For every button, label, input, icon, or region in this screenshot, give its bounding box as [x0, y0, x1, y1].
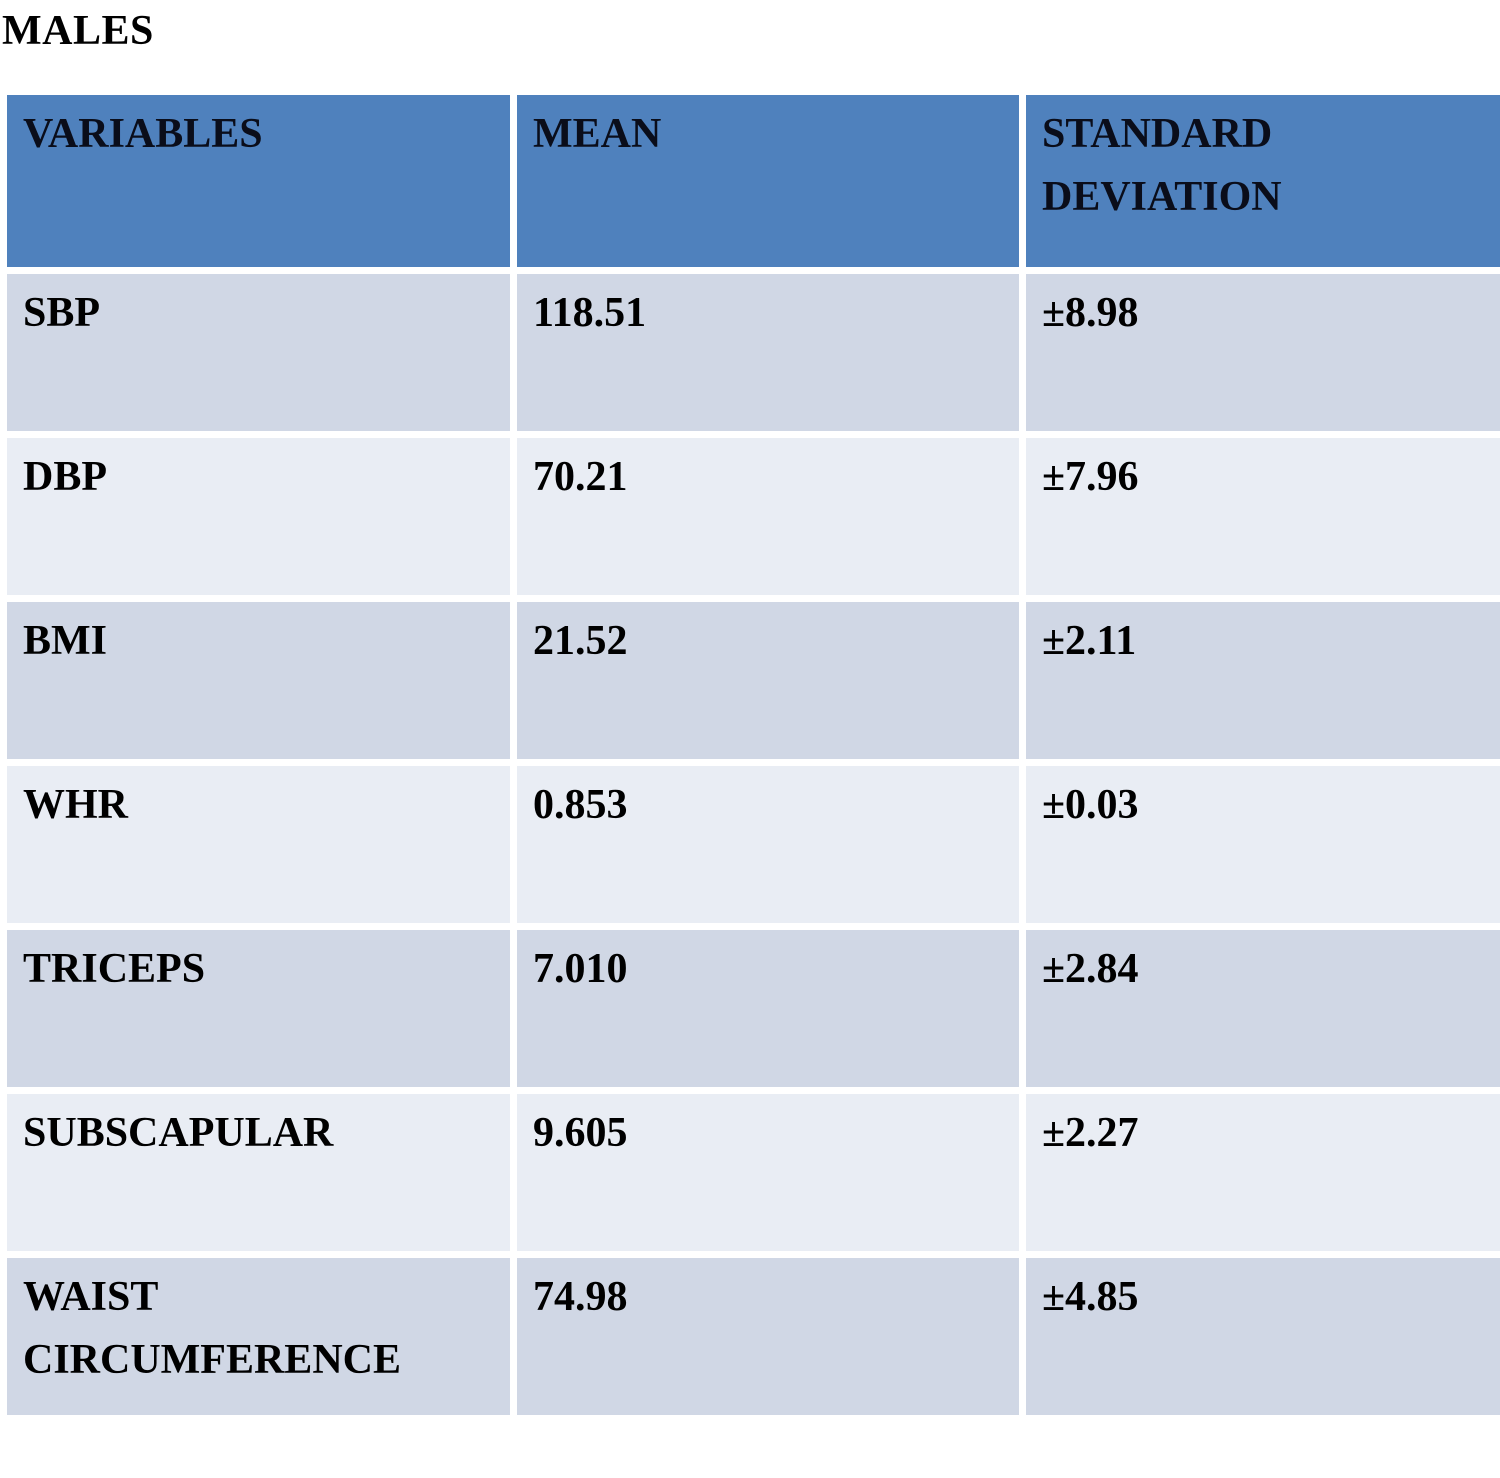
cell-mean: 9.605: [517, 1094, 1019, 1251]
cell-mean: 7.010: [517, 930, 1019, 1087]
table-header: VARIABLES MEAN STANDARD DEVIATION: [7, 95, 1500, 267]
table-body: SBP 118.51 ±8.98 DBP 70.21 ±7.96 BMI 21.…: [7, 274, 1500, 1415]
cell-mean: 70.21: [517, 438, 1019, 595]
cell-mean: 118.51: [517, 274, 1019, 431]
cell-variable: WAIST CIRCUMFERENCE: [7, 1258, 510, 1415]
cell-variable: BMI: [7, 602, 510, 759]
cell-mean: 21.52: [517, 602, 1019, 759]
cell-mean: 74.98: [517, 1258, 1019, 1415]
cell-standard-deviation: ±2.11: [1026, 602, 1500, 759]
header-row: VARIABLES MEAN STANDARD DEVIATION: [7, 95, 1500, 267]
cell-standard-deviation: ±7.96: [1026, 438, 1500, 595]
cell-standard-deviation: ±0.03: [1026, 766, 1500, 923]
table-row: SUBSCAPULAR 9.605 ±2.27: [7, 1094, 1500, 1251]
cell-variable: DBP: [7, 438, 510, 595]
column-header-variables: VARIABLES: [7, 95, 510, 267]
cell-mean: 0.853: [517, 766, 1019, 923]
cell-variable: TRICEPS: [7, 930, 510, 1087]
cell-standard-deviation: ±2.27: [1026, 1094, 1500, 1251]
table-row: BMI 21.52 ±2.11: [7, 602, 1500, 759]
table-row: SBP 118.51 ±8.98: [7, 274, 1500, 431]
page-title: MALES: [2, 8, 154, 54]
cell-standard-deviation: ±8.98: [1026, 274, 1500, 431]
cell-standard-deviation: ±2.84: [1026, 930, 1500, 1087]
males-statistics-table: VARIABLES MEAN STANDARD DEVIATION SBP 11…: [0, 88, 1500, 1422]
cell-variable: SBP: [7, 274, 510, 431]
column-header-standard-deviation: STANDARD DEVIATION: [1026, 95, 1500, 267]
table-row: TRICEPS 7.010 ±2.84: [7, 930, 1500, 1087]
cell-variable: WHR: [7, 766, 510, 923]
table-row: WAIST CIRCUMFERENCE 74.98 ±4.85: [7, 1258, 1500, 1415]
cell-standard-deviation: ±4.85: [1026, 1258, 1500, 1415]
cell-variable: SUBSCAPULAR: [7, 1094, 510, 1251]
table-row: WHR 0.853 ±0.03: [7, 766, 1500, 923]
table-row: DBP 70.21 ±7.96: [7, 438, 1500, 595]
column-header-mean: MEAN: [517, 95, 1019, 267]
